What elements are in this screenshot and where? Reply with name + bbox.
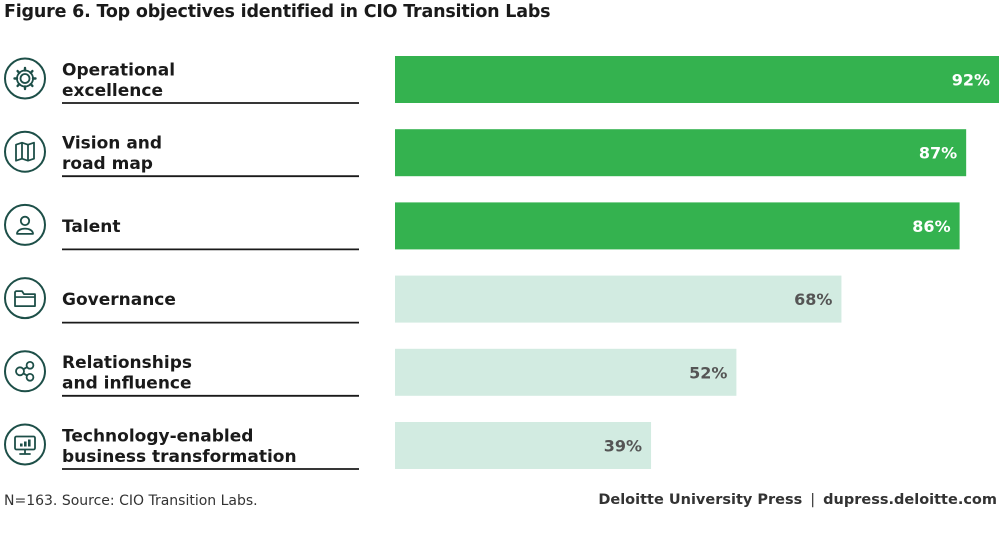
value-label: 52%	[689, 363, 727, 382]
map-icon	[4, 130, 46, 173]
category-label: and influence	[62, 374, 192, 394]
category-label: Technology-enabled	[62, 426, 253, 446]
bar-row: Talent 86%	[4, 202, 960, 251]
category-label: excellence	[62, 81, 163, 101]
value-label: 87%	[919, 144, 957, 163]
bar	[395, 129, 967, 177]
category-label: Operational	[62, 60, 175, 80]
icon-ring	[4, 423, 46, 466]
network-icon	[4, 350, 46, 393]
category-label: Vision and	[62, 133, 162, 153]
value-label: 68%	[794, 290, 832, 309]
category-label: Governance	[62, 290, 176, 310]
icon-ring	[4, 57, 46, 100]
person-icon	[4, 203, 46, 246]
bar	[395, 422, 652, 469]
monitor-chart-icon	[4, 423, 46, 466]
bar	[395, 348, 737, 396]
source-note: N=163. Source: CIO Transition Labs.	[4, 493, 258, 509]
publisher-name: Deloitte University Press	[598, 492, 803, 508]
bar	[395, 202, 960, 250]
bar	[395, 56, 999, 103]
icon-ring	[4, 130, 46, 173]
icon-ring	[4, 350, 46, 393]
website-link[interactable]: dupress.deloitte.com	[823, 492, 997, 508]
credit-line: Deloitte University Press | dupress.deloit…	[598, 492, 997, 508]
value-label: 92%	[952, 71, 990, 90]
value-label: 39%	[604, 437, 642, 456]
value-label: 86%	[912, 217, 950, 236]
category-label: Talent	[62, 217, 120, 237]
gear-icon	[4, 57, 46, 100]
icon-ring	[4, 277, 46, 320]
category-label: road map	[62, 154, 153, 174]
credit-separator: |	[810, 492, 816, 508]
icon-ring	[4, 203, 46, 246]
category-label: business transformation	[62, 447, 297, 467]
chart-title: Figure 6. Top objectives identified in C…	[4, 2, 551, 22]
category-label: Relationships	[62, 353, 192, 373]
bar	[395, 275, 842, 323]
bar-row: Governance 68%	[4, 275, 842, 324]
folder-icon	[4, 277, 46, 320]
